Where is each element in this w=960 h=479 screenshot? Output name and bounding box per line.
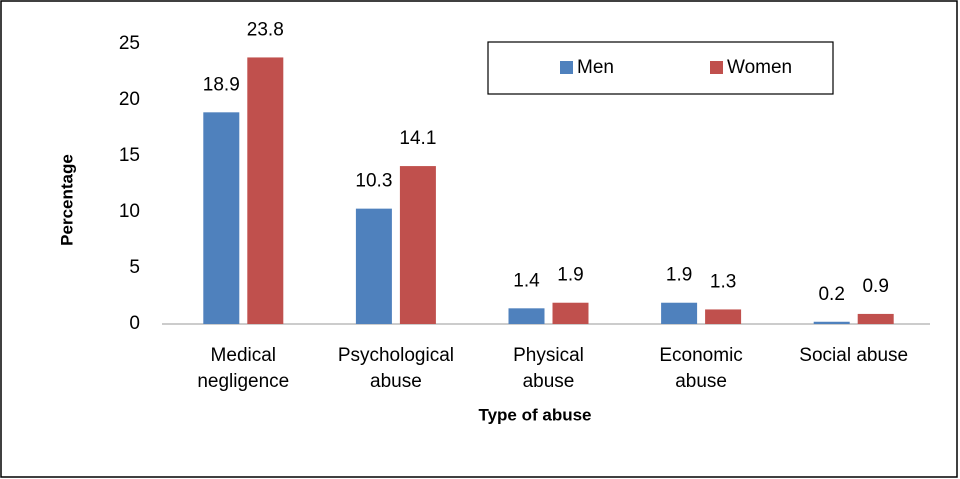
bar — [247, 57, 284, 324]
bar — [203, 112, 240, 324]
data-label: 10.3 — [355, 171, 392, 192]
x-tick-label: Medical negligence — [197, 345, 289, 392]
y-tick-label: 0 — [129, 313, 140, 334]
legend-swatch — [710, 61, 723, 74]
y-tick-label: 25 — [119, 33, 140, 54]
y-tick-label: 20 — [119, 89, 140, 110]
data-label: 0.9 — [862, 276, 888, 297]
legend-label: Women — [727, 57, 792, 78]
data-label: 1.3 — [710, 271, 736, 292]
y-tick-label: 15 — [119, 145, 140, 166]
x-tick-label: Physical abuse — [513, 345, 584, 392]
data-label: 23.8 — [247, 19, 284, 40]
data-label: 1.4 — [513, 270, 540, 291]
x-tick-label: Economic abuse — [659, 345, 742, 392]
bar — [661, 302, 698, 324]
data-label: 14.1 — [399, 128, 436, 149]
bar — [399, 166, 436, 324]
y-tick-label: 10 — [119, 201, 140, 222]
data-label: 1.9 — [666, 265, 692, 286]
bar — [705, 309, 742, 324]
x-axis-label: Type of abuse — [478, 405, 591, 424]
x-tick-label: Psychological abuse — [338, 345, 454, 392]
bar — [813, 321, 850, 324]
y-tick-label: 5 — [129, 257, 140, 278]
bar — [508, 308, 545, 324]
legend-swatch — [560, 61, 573, 74]
bar — [552, 302, 589, 324]
data-label: 1.9 — [557, 265, 583, 286]
legend-label: Men — [577, 57, 614, 78]
legend-box — [487, 41, 834, 95]
bar — [857, 313, 894, 324]
bar — [355, 208, 392, 324]
y-axis-label: Percentage — [57, 154, 76, 246]
data-label: 0.2 — [818, 284, 844, 305]
x-tick-label: Social abuse — [799, 345, 908, 366]
data-label: 18.9 — [203, 74, 240, 95]
